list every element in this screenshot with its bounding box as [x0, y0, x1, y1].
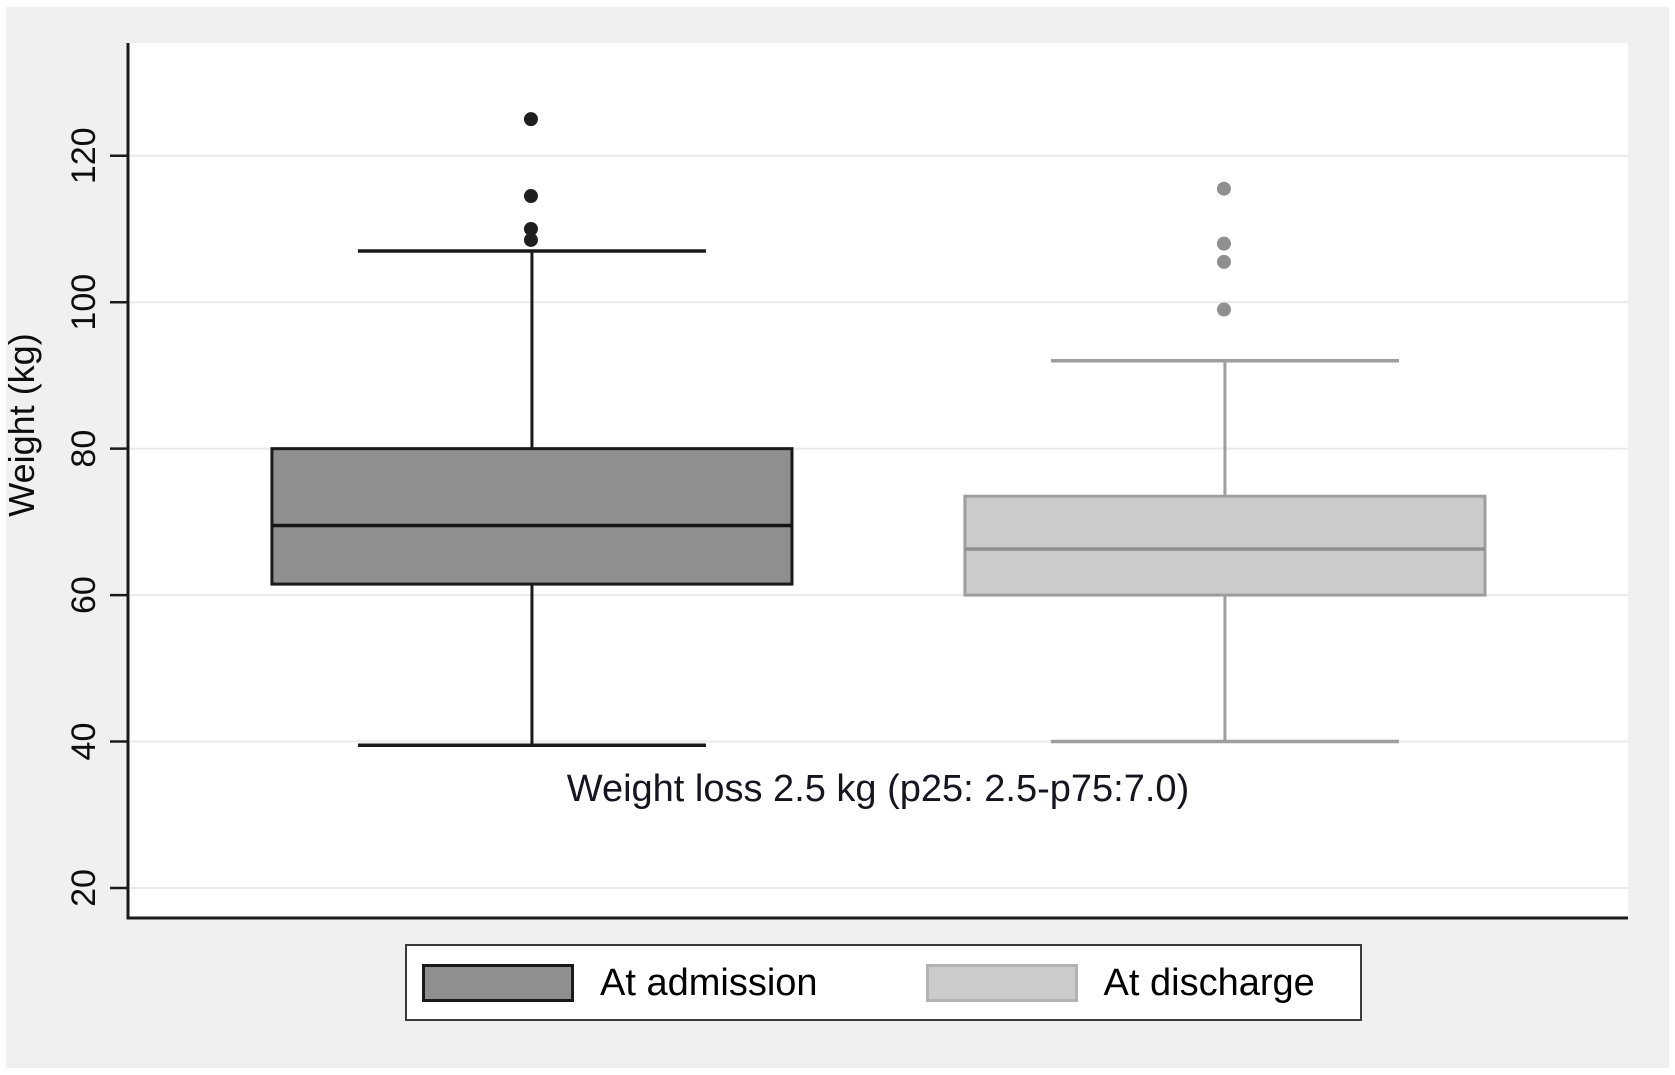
- y-tick-label: 100: [65, 274, 103, 331]
- y-tick-label: 120: [65, 127, 103, 184]
- legend-item-admission: At admission: [422, 961, 818, 1004]
- iqr-box: [270, 447, 794, 586]
- outlier-dot: [1216, 254, 1231, 269]
- chart-content: 20 40 60 80 100 120: [65, 112, 1628, 907]
- legend-label-discharge: At discharge: [1103, 961, 1315, 1004]
- legend: At admission At discharge: [405, 944, 1362, 1021]
- y-tick-label: 40: [65, 723, 103, 761]
- legend-item-discharge: At discharge: [925, 961, 1315, 1004]
- legend-label-admission: At admission: [600, 961, 818, 1004]
- y-tick-label: 80: [65, 430, 103, 468]
- y-axis-title: Weight (kg): [1, 333, 42, 516]
- discharge-swatch: [925, 963, 1078, 1002]
- outlier-dot: [1216, 181, 1231, 196]
- admission-swatch: [422, 963, 574, 1002]
- outlier-dot: [1216, 236, 1231, 251]
- y-tick-label: 60: [65, 576, 103, 614]
- outlier-dot: [523, 232, 538, 247]
- outlier-dot: [523, 221, 538, 236]
- outlier-dot: [523, 112, 538, 127]
- annotation-text: Weight loss 2.5 kg (p25: 2.5-p75:7.0): [567, 768, 1189, 810]
- iqr-box: [963, 494, 1487, 597]
- outlier-dot: [523, 189, 538, 204]
- outlier-dot: [1216, 302, 1231, 317]
- y-tick-label: 20: [65, 869, 103, 907]
